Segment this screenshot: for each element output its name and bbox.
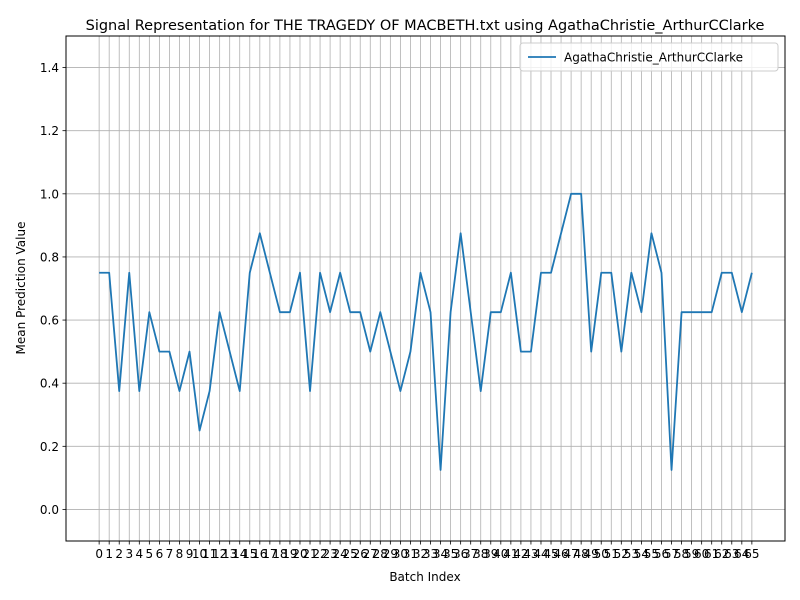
- series-line: [99, 192, 753, 471]
- plot-frame: [65, 35, 786, 542]
- x-tick-label: 15: [242, 547, 257, 561]
- x-tick-label: 0: [95, 547, 103, 561]
- x-tick-label: 46: [553, 547, 568, 561]
- x-tick-label: 29: [383, 547, 398, 561]
- x-tick-label: 54: [634, 547, 649, 561]
- x-tick-label: 23: [322, 547, 337, 561]
- x-tick-label: 49: [584, 547, 599, 561]
- x-tick-label: 21: [302, 547, 317, 561]
- y-axis-label: Mean Prediction Value: [14, 222, 28, 355]
- x-tick-label: 16: [252, 547, 267, 561]
- x-tick-label: 7: [166, 547, 174, 561]
- y-tick-label: 1.0: [40, 187, 59, 201]
- x-axis-ticks: 0 1 2 3 4 5 6 7 8 9101112131415161718192021222324…: [95, 541, 760, 561]
- x-tick-label: 51: [604, 547, 619, 561]
- x-tick-label: 40: [493, 547, 508, 561]
- x-tick-label: 33: [423, 547, 438, 561]
- x-tick-label: 5: [146, 547, 154, 561]
- legend-label: AgathaChristie_ArthurCClarke: [564, 51, 743, 65]
- x-tick-label: 22: [312, 547, 327, 561]
- x-tick-label: 34: [433, 547, 448, 561]
- y-tick-label: 0.6: [40, 314, 59, 328]
- x-tick-label: 10: [192, 547, 207, 561]
- x-tick-label: 25: [343, 547, 358, 561]
- x-tick-label: 48: [574, 547, 589, 561]
- x-tick-label: 44: [533, 547, 548, 561]
- x-tick-label: 38: [473, 547, 488, 561]
- x-tick-label: 13: [222, 547, 237, 561]
- x-tick-label: 50: [594, 547, 609, 561]
- x-axis-label: Batch Index: [389, 570, 460, 584]
- x-tick-label: 63: [724, 547, 739, 561]
- x-tick-label: 27: [363, 547, 378, 561]
- x-tick-label: 1: [105, 547, 113, 561]
- x-tick-label: 57: [664, 547, 679, 561]
- x-tick-label: 47: [563, 547, 578, 561]
- x-tick-label: 9: [186, 547, 194, 561]
- x-tick-label: 18: [272, 547, 287, 561]
- x-tick-label: 14: [232, 547, 247, 561]
- x-tick-label: 55: [644, 547, 659, 561]
- x-tick-label: 58: [674, 547, 689, 561]
- x-tick-label: 6: [156, 547, 164, 561]
- x-tick-label: 17: [262, 547, 277, 561]
- x-tick-label: 42: [513, 547, 528, 561]
- x-tick-label: 59: [684, 547, 699, 561]
- x-tick-label: 43: [523, 547, 538, 561]
- x-tick-label: 65: [744, 547, 759, 561]
- y-tick-label: 0.4: [40, 377, 59, 391]
- x-tick-label: 60: [694, 547, 709, 561]
- y-tick-label: 1.4: [40, 61, 59, 75]
- x-tick-label: 56: [654, 547, 669, 561]
- x-tick-label: 28: [373, 547, 388, 561]
- x-tick-label: 3: [125, 547, 133, 561]
- x-tick-label: 45: [543, 547, 558, 561]
- x-tick-label: 52: [614, 547, 629, 561]
- y-tick-label: 1.2: [40, 124, 59, 138]
- legend: AgathaChristie_ArthurCClarke: [519, 42, 779, 72]
- x-tick-label: 37: [463, 547, 478, 561]
- x-tick-label: 30: [393, 547, 408, 561]
- x-tick-label: 4: [135, 547, 143, 561]
- x-tick-label: 12: [212, 547, 227, 561]
- x-tick-label: 26: [353, 547, 368, 561]
- legend-box: [519, 42, 779, 72]
- chart-title: Signal Representation for THE TRAGEDY OF…: [86, 18, 765, 34]
- x-tick-label: 8: [176, 547, 184, 561]
- x-tick-label: 19: [282, 547, 297, 561]
- series-layer: [99, 192, 753, 471]
- y-axis-ticks: 0.0 0.2 0.4 0.6 0.8 1.0 1.2 1.4: [40, 61, 66, 517]
- x-tick-label: 61: [704, 547, 719, 561]
- x-tick-label: 36: [453, 547, 468, 561]
- x-tick-label: 64: [734, 547, 749, 561]
- x-tick-label: 35: [443, 547, 458, 561]
- x-tick-label: 31: [403, 547, 418, 561]
- x-tick-label: 32: [413, 547, 428, 561]
- x-tick-label: 62: [714, 547, 729, 561]
- y-tick-label: 0.0: [40, 503, 59, 517]
- x-tick-label: 20: [292, 547, 307, 561]
- x-tick-label: 24: [333, 547, 348, 561]
- y-tick-label: 0.2: [40, 440, 59, 454]
- x-tick-label: 39: [483, 547, 498, 561]
- x-tick-label: 53: [624, 547, 639, 561]
- x-tick-label: 2: [115, 547, 123, 561]
- y-tick-label: 0.8: [40, 250, 59, 264]
- x-tick-label: 41: [503, 547, 518, 561]
- x-tick-label: 11: [202, 547, 217, 561]
